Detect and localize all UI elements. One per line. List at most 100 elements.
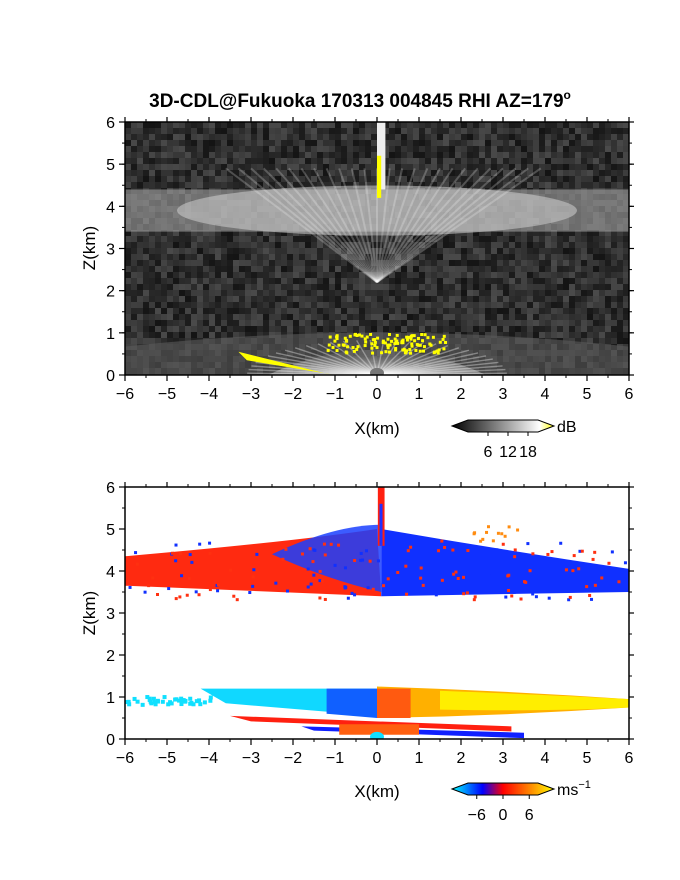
noise-cell <box>503 146 509 152</box>
noise-cell <box>365 140 371 146</box>
noise-cell <box>617 122 623 128</box>
noise-cell <box>323 260 329 266</box>
noise-cell <box>593 314 599 320</box>
velocity-speckle-cyan <box>208 695 213 700</box>
noise-cell <box>287 284 293 290</box>
noise-cell <box>299 254 305 260</box>
velocity-speckle-cyan <box>151 696 156 701</box>
noise-cell <box>281 170 287 176</box>
noise-cell <box>419 128 425 134</box>
noise-cell <box>467 272 473 278</box>
noise-cell <box>611 290 617 296</box>
noise-cell <box>437 140 443 146</box>
noise-cell <box>395 272 401 278</box>
noise-cell <box>173 338 179 344</box>
noise-cell <box>311 236 317 242</box>
noise-cell <box>233 272 239 278</box>
noise-cell <box>623 266 629 272</box>
noise-cell <box>329 290 335 296</box>
velocity-lower-receding-strong <box>440 690 629 711</box>
noise-cell <box>269 182 275 188</box>
noise-cell <box>305 266 311 272</box>
noise-cell <box>257 140 263 146</box>
noise-cell <box>269 128 275 134</box>
noise-cell <box>161 338 167 344</box>
velocity-speckle-cyan <box>191 702 196 707</box>
echo-ray-lower <box>261 358 378 375</box>
noise-cell <box>149 128 155 134</box>
noise-cell <box>161 296 167 302</box>
velocity-speckle <box>561 566 565 570</box>
noise-cell <box>389 170 395 176</box>
noise-cell <box>347 260 353 266</box>
noise-cell <box>263 170 269 176</box>
velocity-ground-streak-orange <box>339 724 419 735</box>
noise-cell <box>257 308 263 314</box>
noise-cell <box>497 314 503 320</box>
noise-cell <box>257 236 263 242</box>
velocity-speckle-cyan <box>197 698 202 703</box>
noise-cell <box>305 146 311 152</box>
noise-cell <box>605 176 611 182</box>
noise-cell <box>293 320 299 326</box>
noise-cell <box>521 266 527 272</box>
noise-cell <box>125 158 131 164</box>
noise-cell <box>245 266 251 272</box>
velocity-speckle <box>623 561 627 565</box>
velocity-colorbar-tick-label: −6 <box>468 807 486 824</box>
echo-ray-upper <box>237 167 378 284</box>
noise-cell <box>215 122 221 128</box>
noise-cell <box>161 308 167 314</box>
noise-cell <box>563 266 569 272</box>
noise-cell <box>461 278 467 284</box>
noise-cell <box>509 320 515 326</box>
noise-cell <box>341 176 347 182</box>
noise-cell <box>563 176 569 182</box>
noise-cell <box>599 278 605 284</box>
noise-cell <box>605 284 611 290</box>
noise-cell <box>389 320 395 326</box>
noise-cell <box>365 302 371 308</box>
velocity-speckle <box>523 580 527 584</box>
echo-speckle-strong <box>370 346 374 350</box>
noise-cell <box>305 122 311 128</box>
noise-cell <box>593 170 599 176</box>
noise-cell <box>167 314 173 320</box>
noise-cell <box>269 164 275 170</box>
noise-cell <box>605 266 611 272</box>
noise-cell <box>155 320 161 326</box>
reflectivity-ytick-label: 1 <box>106 326 115 343</box>
noise-cell <box>515 152 521 158</box>
noise-cell <box>425 248 431 254</box>
noise-cell <box>275 260 281 266</box>
noise-cell <box>155 314 161 320</box>
noise-cell <box>167 290 173 296</box>
noise-cell <box>317 260 323 266</box>
noise-cell <box>605 158 611 164</box>
noise-cell <box>179 248 185 254</box>
noise-cell <box>353 176 359 182</box>
noise-cell <box>347 236 353 242</box>
noise-cell <box>575 290 581 296</box>
noise-cell <box>221 158 227 164</box>
noise-cell <box>443 254 449 260</box>
noise-cell <box>239 290 245 296</box>
noise-cell <box>551 122 557 128</box>
noise-cell <box>209 260 215 266</box>
noise-cell <box>557 146 563 152</box>
noise-cell <box>377 248 383 254</box>
noise-cell <box>323 140 329 146</box>
noise-cell <box>515 236 521 242</box>
noise-cell <box>263 242 269 248</box>
noise-cell <box>149 248 155 254</box>
noise-cell <box>407 320 413 326</box>
noise-cell <box>515 332 521 338</box>
noise-cell <box>317 236 323 242</box>
echo-speckle-strong <box>373 343 377 347</box>
noise-cell <box>407 170 413 176</box>
echo-ray-upper <box>225 167 378 284</box>
noise-cell <box>215 230 221 236</box>
noise-cell <box>551 164 557 170</box>
noise-cell <box>575 302 581 308</box>
noise-cell <box>233 290 239 296</box>
